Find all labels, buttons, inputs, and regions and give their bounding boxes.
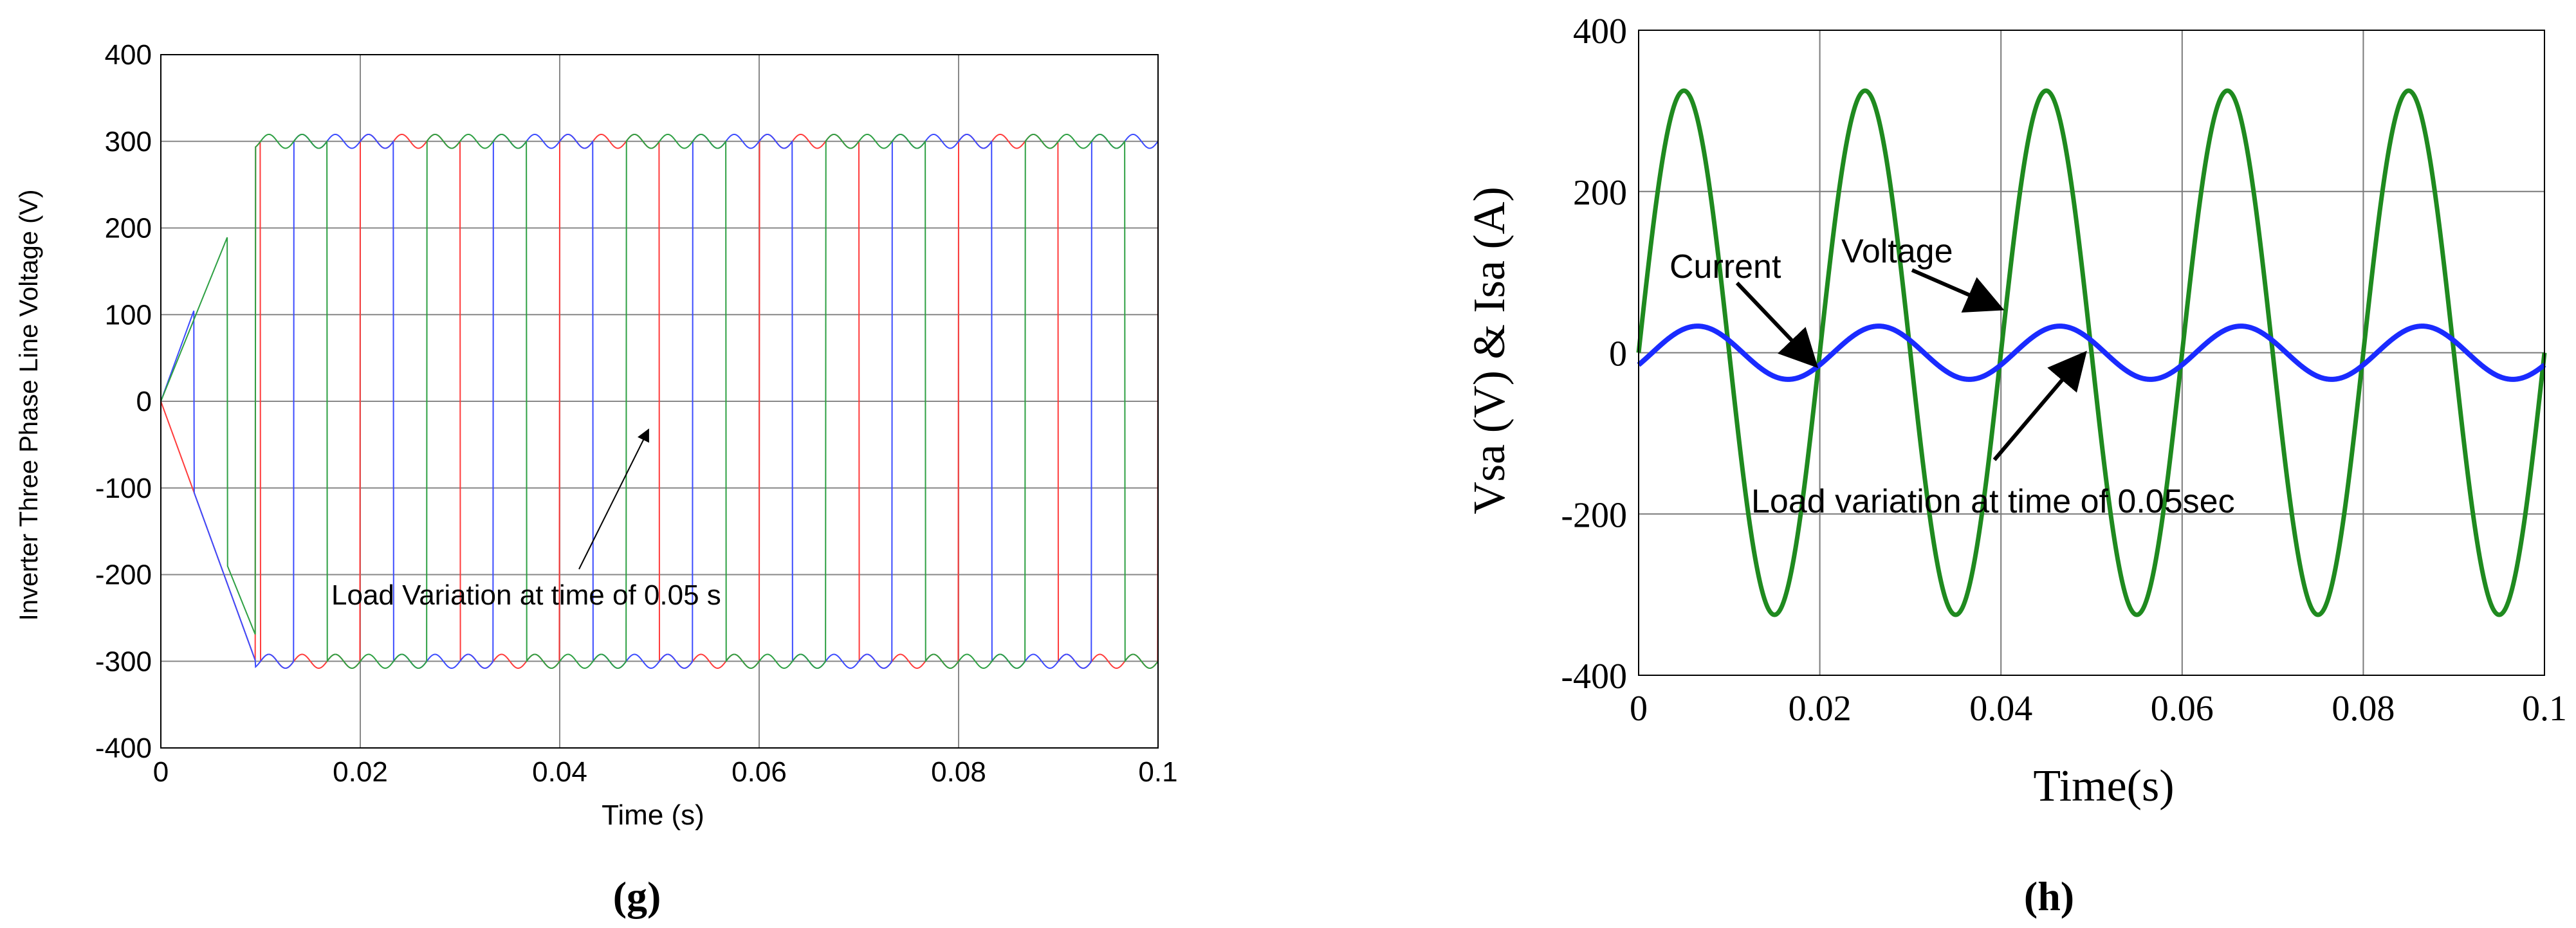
g-y-tick-label: 100 [105, 299, 152, 331]
g-annotation-arrow [578, 428, 649, 570]
g-y-axis-label: Inverter Three Phase Line Voltage (V) [15, 190, 43, 621]
h-panel-label: (h) [2024, 873, 2074, 919]
h-y-tick-label: 400 [1573, 12, 1627, 51]
h-annotation-voltage-arrow [1911, 268, 2005, 313]
g-x-tick-label: 0.08 [931, 756, 986, 788]
h-y-axis-label: Vsa (V) & Isa (A) [1465, 187, 1514, 514]
h-series-line [1636, 88, 2547, 617]
g-panel-label: (g) [613, 873, 661, 919]
g-x-tick-label: 0.06 [731, 756, 787, 788]
h-y-tick-label: -200 [1561, 495, 1627, 535]
g-ticks: 0 0.02 0.04 0.06 0.08 0.1 -400 -300 -200 -100 0 100… [95, 39, 1178, 788]
h-x-tick-label: 0.04 [1969, 689, 2032, 729]
g-annotation: Load Variation at time of 0.05 s [331, 579, 721, 611]
g-y-tick-label: 0 [136, 386, 152, 417]
g-x-tick-label: 0.1 [1138, 756, 1177, 788]
chart-panel-h: 0 0.02 0.04 0.06 0.08 0.1 -400 -200 0 200 400 Vsa … [1465, 12, 2567, 919]
h-x-tick-label: 0.06 [2151, 689, 2214, 729]
h-x-tick-label: 0 [1630, 689, 1648, 729]
h-y-tick-label: 0 [1609, 334, 1627, 374]
h-x-axis-label: Time(s) [2033, 761, 2174, 811]
h-annotation-voltage: Voltage [1841, 233, 1953, 270]
g-y-tick-label: 200 [105, 213, 152, 244]
g-y-tick-label: 400 [105, 39, 152, 71]
g-series [160, 133, 1159, 669]
g-series-line [160, 133, 1159, 669]
g-x-axis-label: Time (s) [602, 799, 704, 831]
g-y-tick-label: -400 [95, 732, 152, 764]
h-y-tick-label: -400 [1561, 657, 1627, 696]
h-plot-frame [1638, 30, 2545, 676]
h-x-tick-label: 0.08 [2332, 689, 2395, 729]
g-x-tick-label: 0 [153, 756, 169, 788]
g-axes [160, 54, 1159, 749]
h-annotation-load: Load variation at time of 0.05sec [1751, 483, 2235, 520]
g-y-tick-label: -300 [95, 646, 152, 677]
h-annotation-current-arrow [1735, 281, 1819, 368]
h-annotation-current: Current [1670, 248, 1781, 286]
g-plot-frame [160, 54, 1159, 749]
h-y-tick-label: 200 [1573, 173, 1627, 213]
g-y-tick-label: 300 [105, 126, 152, 158]
g-x-tick-label: 0.02 [333, 756, 388, 788]
h-x-tick-label: 0.1 [2522, 689, 2567, 729]
h-series [1636, 88, 2547, 617]
g-y-tick-label: -100 [95, 473, 152, 504]
chart-panel-g: 0 0.02 0.04 0.06 0.08 0.1 -400 -300 -200 -100 0 100… [15, 39, 1178, 919]
h-series-line [1637, 323, 2546, 382]
h-axes [1638, 30, 2545, 676]
h-x-tick-label: 0.02 [1789, 689, 1852, 729]
h-ticks: 0 0.02 0.04 0.06 0.08 0.1 -400 -200 0 200 400 [1561, 12, 2567, 729]
g-y-tick-label: -200 [95, 560, 152, 591]
g-x-tick-label: 0.04 [532, 756, 587, 788]
h-annotation-load-arrow [1992, 350, 2087, 461]
